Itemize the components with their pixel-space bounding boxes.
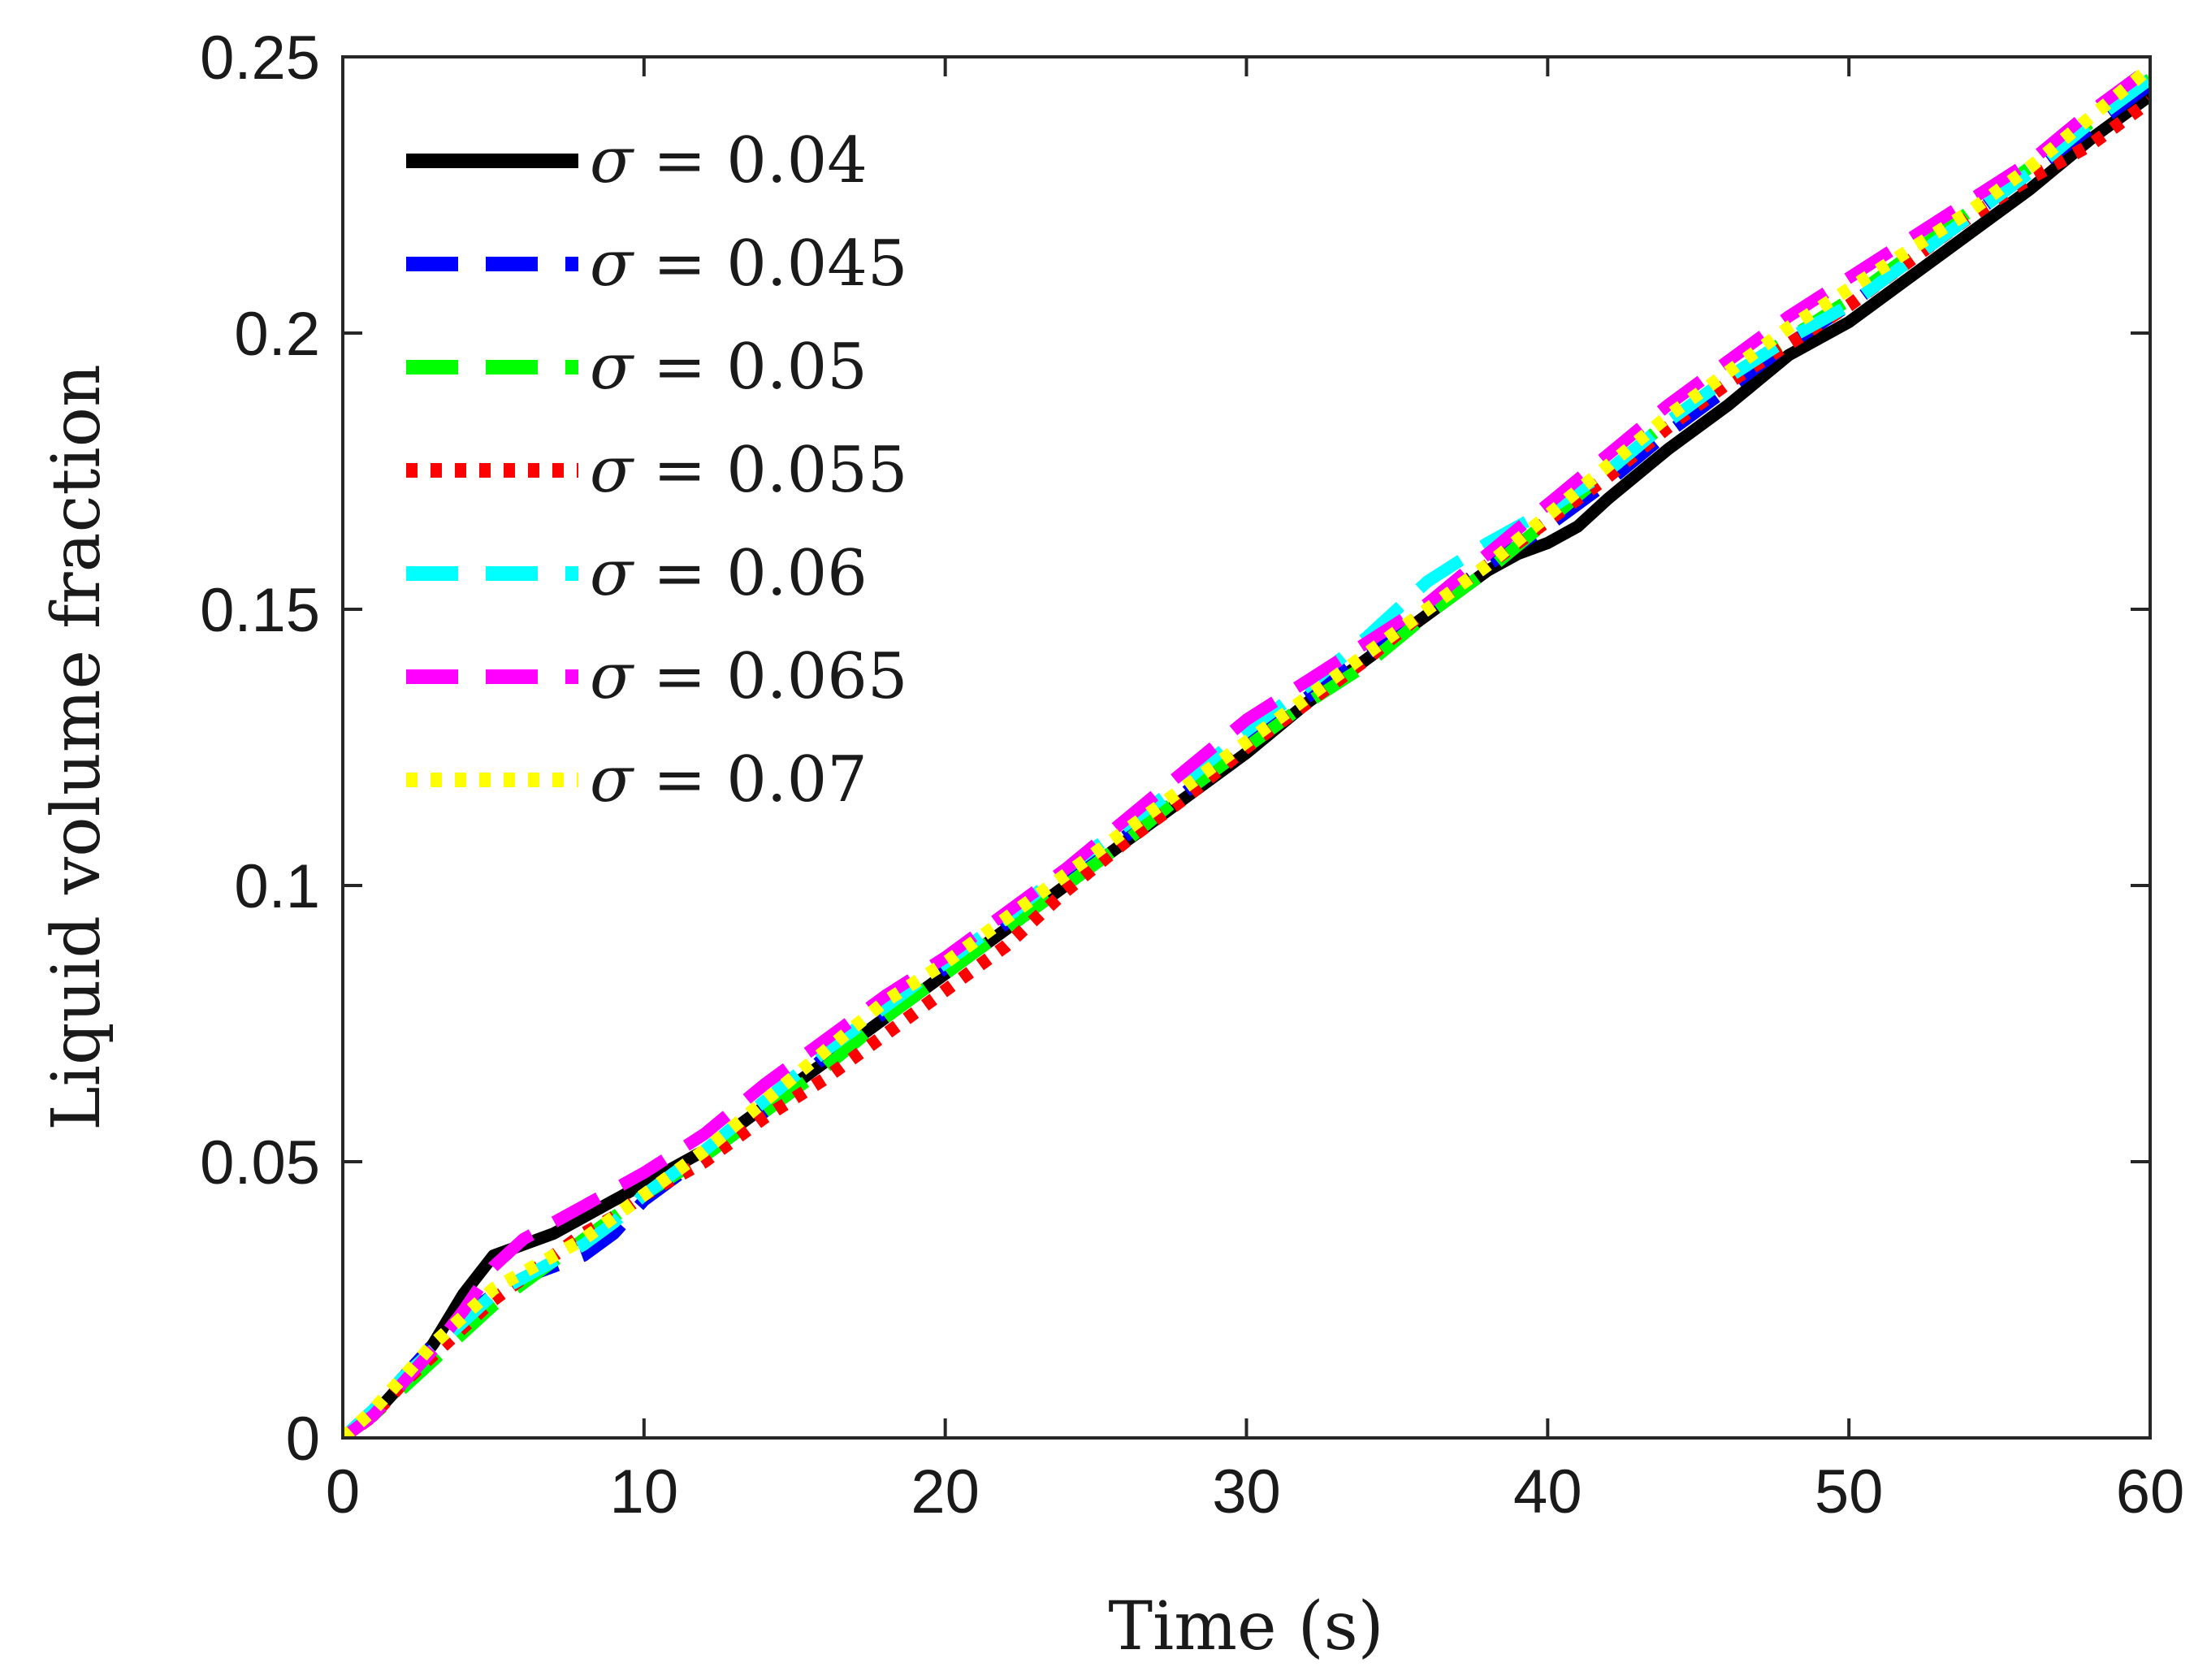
legend-label-symbol: σ <box>590 331 634 404</box>
x-axis-title: Time (s) <box>1108 1588 1383 1665</box>
x-tick-label: 60 <box>2116 1457 2185 1526</box>
y-tick-label: 0 <box>286 1405 320 1474</box>
y-tick-label: 0.2 <box>234 300 320 369</box>
y-tick-label: 0.1 <box>234 852 320 921</box>
series-line-6 <box>343 63 2150 1438</box>
legend-label-value: = 0.055 <box>633 434 907 507</box>
legend-label-symbol: σ <box>590 640 634 713</box>
series-layer <box>343 63 2150 1438</box>
x-tick-label: 40 <box>1513 1457 1582 1526</box>
legend-label-symbol: σ <box>590 434 634 507</box>
legend-label-symbol: σ <box>590 227 634 301</box>
x-tick-label: 10 <box>610 1457 679 1526</box>
y-tick-label: 0.15 <box>200 576 320 645</box>
legend-label-6: σ = 0.065 <box>590 640 908 713</box>
y-tick-label: 0.25 <box>200 24 320 93</box>
y-tick-label: 0.05 <box>200 1128 320 1197</box>
x-tick-label: 0 <box>326 1457 360 1526</box>
legend-label-value: = 0.07 <box>633 743 868 816</box>
ticks-layer: 0 10 20 30 40 50 60 0 0.05 0.1 0.15 0.2 0.25 <box>200 24 2184 1526</box>
x-tick-label: 20 <box>911 1457 980 1526</box>
x-tick-label: 50 <box>1815 1457 1884 1526</box>
series-line-7 <box>343 63 2150 1438</box>
legend-label-7: σ = 0.07 <box>590 743 868 816</box>
legend-label-2: σ = 0.045 <box>590 227 908 301</box>
legend-label-value: = 0.04 <box>633 124 868 197</box>
legend-label-3: σ = 0.05 <box>590 331 868 404</box>
y-axis-title: Liquid volume fraction <box>38 364 115 1131</box>
legend-label-symbol: σ <box>590 537 634 610</box>
legend-label-symbol: σ <box>590 124 634 197</box>
legend-label-value: = 0.065 <box>633 640 907 713</box>
legend-label-value: = 0.05 <box>633 331 868 404</box>
legend-label-4: σ = 0.055 <box>590 434 908 507</box>
legend-label-symbol: σ <box>590 743 634 816</box>
legend-label-5: σ = 0.06 <box>590 537 868 610</box>
legend-label-1: σ = 0.04 <box>590 124 868 197</box>
legend-label-value: = 0.06 <box>633 537 868 610</box>
x-tick-label: 30 <box>1212 1457 1281 1526</box>
legend-label-value: = 0.045 <box>633 227 907 301</box>
